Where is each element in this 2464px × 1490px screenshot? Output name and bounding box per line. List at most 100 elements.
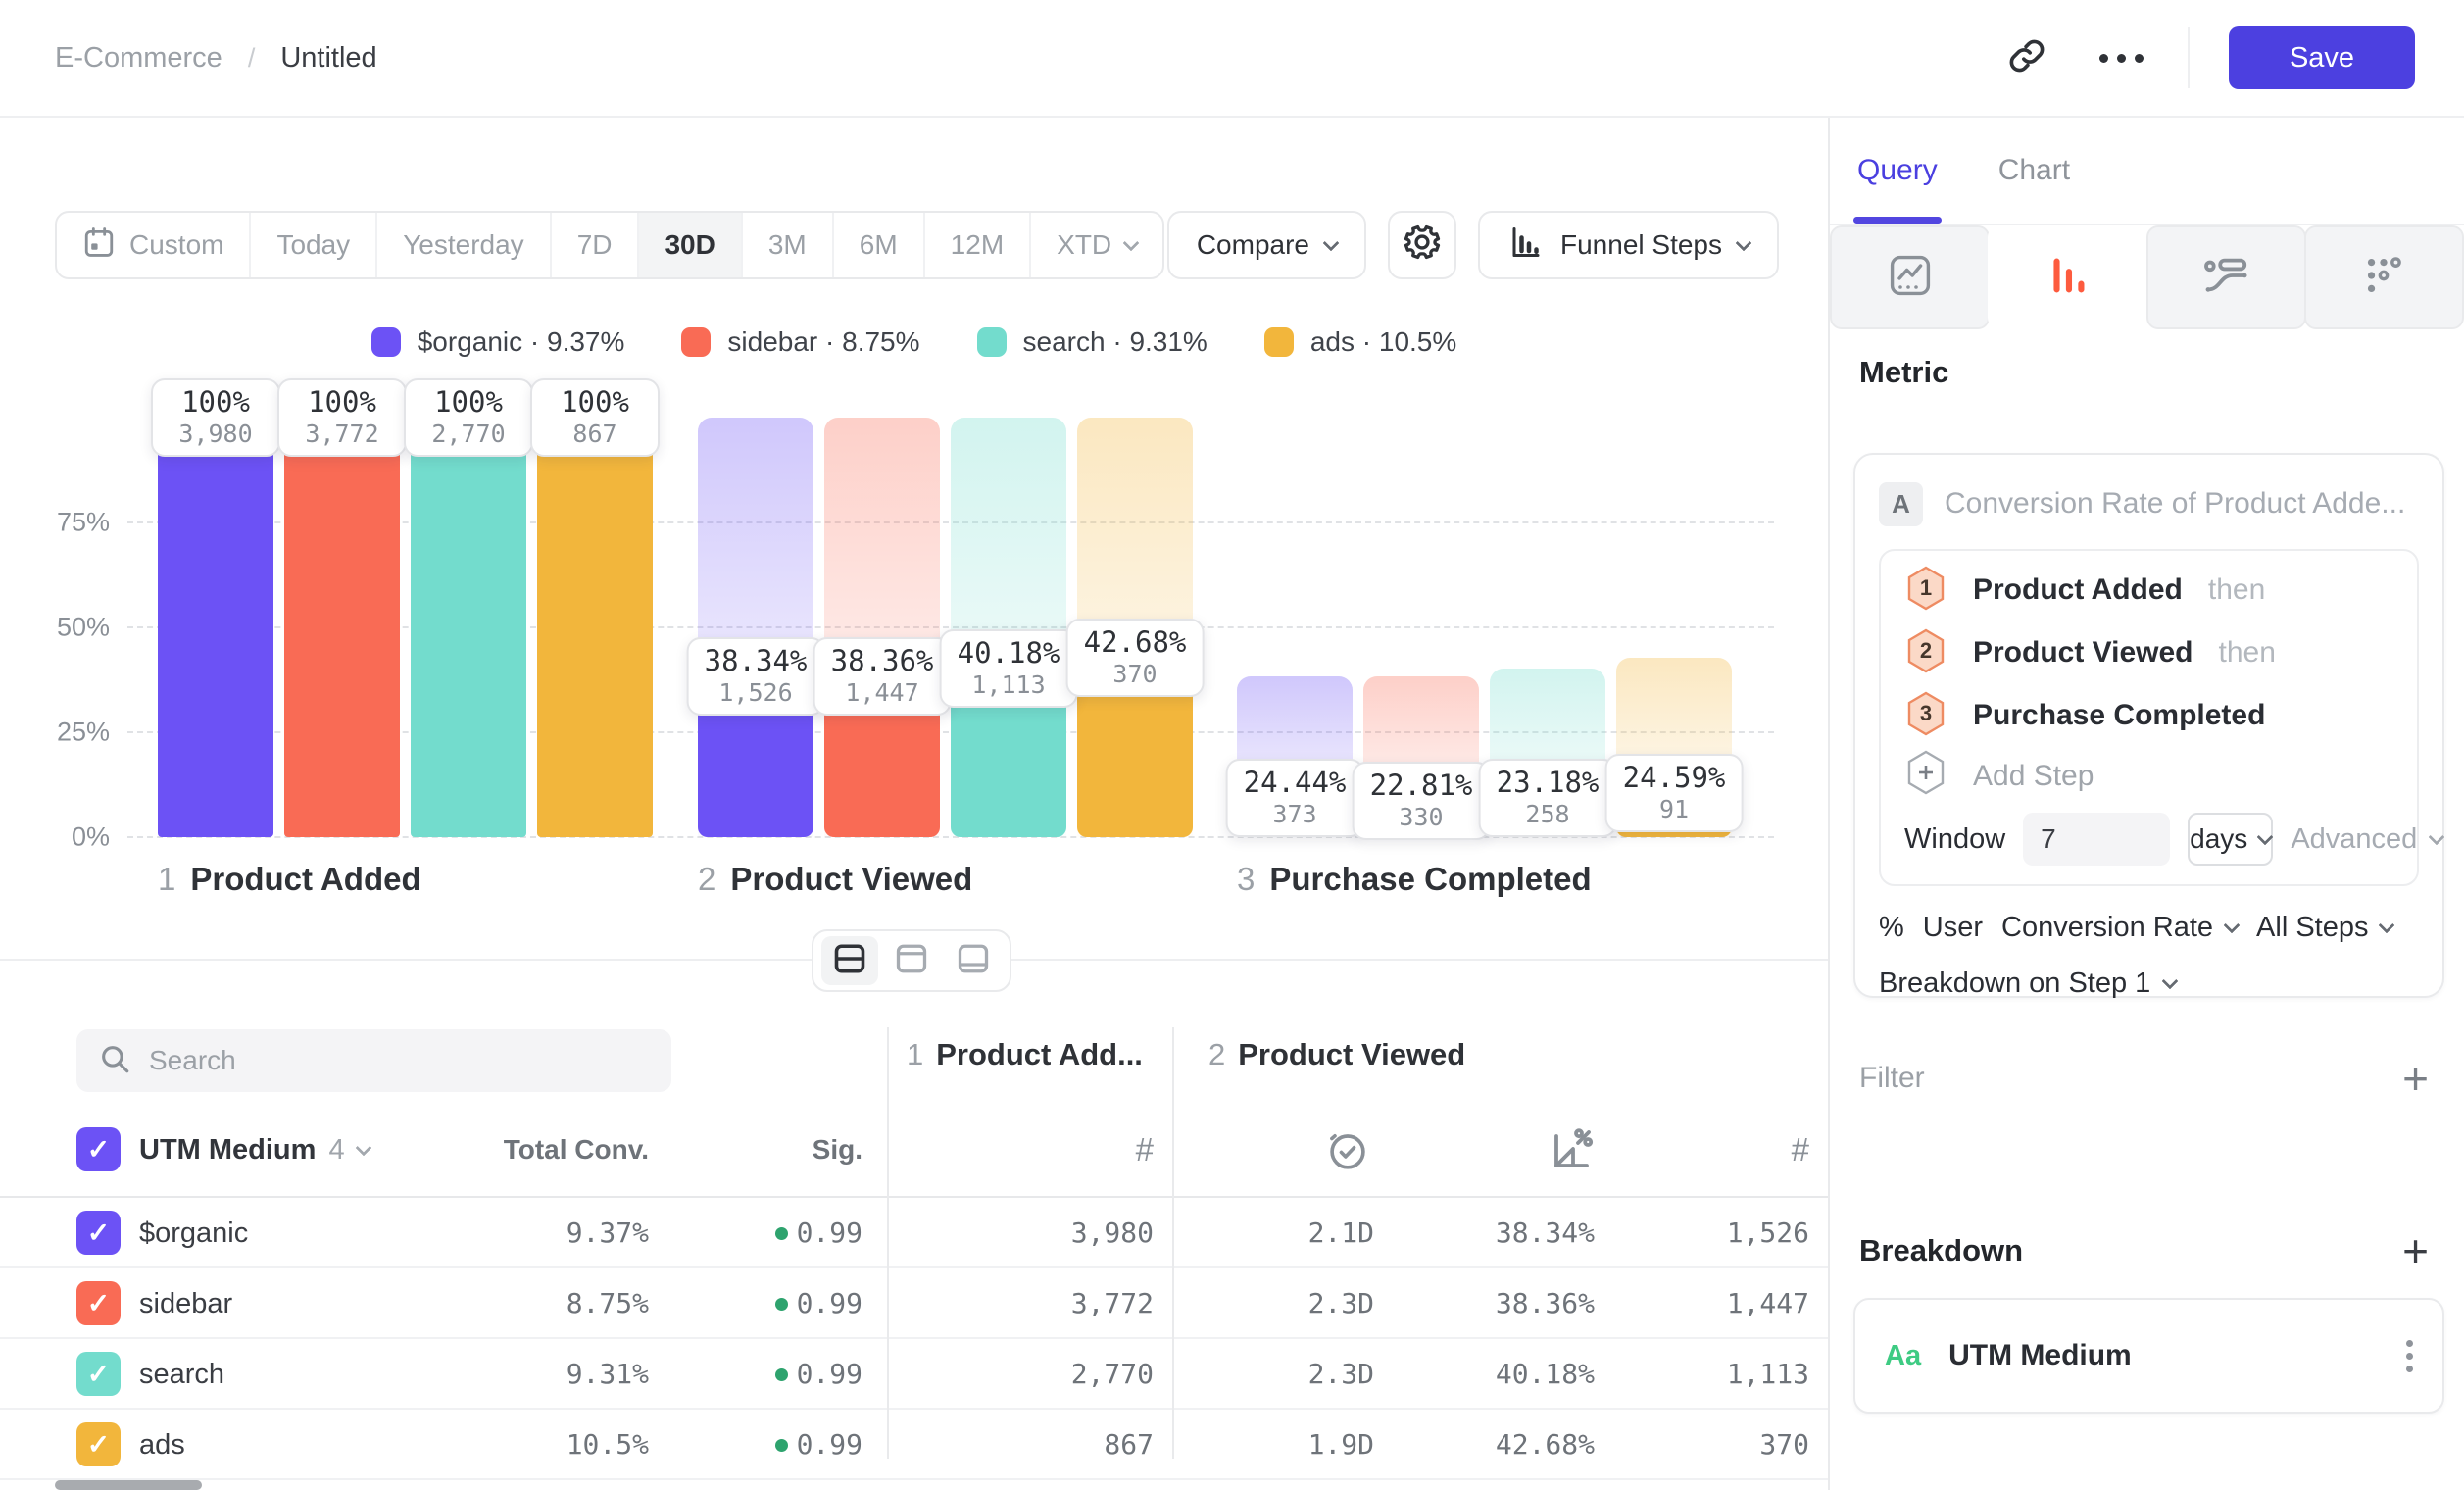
table-row-organic[interactable]: ✓ $organic 9.37% 0.99 3,980 2.1D 38.34% 1,526 xyxy=(0,1198,1828,1268)
measure-type-select[interactable]: Conversion Rate xyxy=(2001,912,2241,944)
bar-value-tooltip: 100% 3,980 xyxy=(151,378,280,457)
share-link-button[interactable] xyxy=(1999,30,2054,85)
y-tick-label: 75% xyxy=(56,507,110,537)
breadcrumb-title[interactable]: Untitled xyxy=(280,41,377,74)
conversion-rate-column-icon[interactable] xyxy=(1548,1125,1595,1174)
row-checkbox[interactable]: ✓ xyxy=(76,1281,121,1325)
window-label: Window xyxy=(1904,822,2006,855)
row-checkbox[interactable]: ✓ xyxy=(76,1352,121,1396)
range-label: Yesterday xyxy=(403,229,524,260)
advanced-toggle[interactable]: Advanced xyxy=(2291,822,2445,856)
table-row-ads[interactable]: ✓ ads 10.5% 0.99 867 1.9D 42.68% 370 xyxy=(0,1410,1828,1480)
table-body: ✓ $organic 9.37% 0.99 3,980 2.1D 38.34% 1,526 ✓ s… xyxy=(0,1196,1828,1480)
layout-top-button[interactable] xyxy=(883,936,940,985)
tab-flows[interactable] xyxy=(2145,225,2306,329)
add-step-label: Add Step xyxy=(1973,760,2094,792)
range-3m[interactable]: 3M xyxy=(740,213,832,277)
layout-bottom-button[interactable] xyxy=(945,936,1002,985)
add-breakdown-button[interactable]: + xyxy=(2402,1225,2429,1276)
advanced-label: Advanced xyxy=(2291,822,2418,855)
gridline-75 xyxy=(127,522,1774,523)
range-12m[interactable]: 12M xyxy=(922,213,1029,277)
table-row-sidebar[interactable]: ✓ sidebar 8.75% 0.99 3,772 2.3D 38.36% 1,447 xyxy=(0,1268,1828,1339)
gridline-0 xyxy=(127,836,1774,838)
row-checkbox[interactable]: ✓ xyxy=(76,1211,121,1255)
breadcrumb-project[interactable]: E-Commerce xyxy=(55,41,222,74)
range-7d[interactable]: 7D xyxy=(549,213,638,277)
tab-chart[interactable]: Chart xyxy=(1997,154,2071,186)
time-to-convert-icon[interactable] xyxy=(1325,1125,1370,1174)
total-conv-header[interactable]: Total Conv. xyxy=(503,1134,649,1165)
legend-item-ads[interactable]: ads · 10.5% xyxy=(1263,326,1456,358)
tab-query[interactable]: Query xyxy=(1853,118,1942,224)
total-conv-value: 9.37% xyxy=(566,1217,649,1249)
legend-item-search[interactable]: search · 9.31% xyxy=(976,326,1207,358)
range-today[interactable]: Today xyxy=(249,213,375,277)
compare-button[interactable]: Compare xyxy=(1166,211,1366,279)
count-column-icon[interactable]: # xyxy=(1135,1131,1154,1167)
horizontal-scrollbar[interactable] xyxy=(55,1480,202,1490)
add-step-button[interactable]: Add Step xyxy=(1904,747,2393,806)
tooltip-count: 1,113 xyxy=(971,670,1046,700)
kebab-menu-icon[interactable] xyxy=(2406,1339,2413,1372)
funnel-bar-step1-sidebar[interactable] xyxy=(284,418,400,837)
chart-type-button[interactable]: Funnel Steps xyxy=(1478,211,1779,279)
funnel-bar-step1-search[interactable] xyxy=(411,418,526,837)
tab-insights[interactable] xyxy=(1830,225,1991,329)
table-row-search[interactable]: ✓ search 9.31% 0.99 2,770 2.3D 40.18% 1,113 xyxy=(0,1339,1828,1410)
sig-header[interactable]: Sig. xyxy=(812,1134,862,1165)
range-label: 30D xyxy=(665,229,715,260)
bar-value-tooltip: 100% 2,770 xyxy=(404,378,533,457)
chart-settings-button[interactable] xyxy=(1388,211,1456,279)
funnel-steps-list: 1 Product Added then 2 Product Viewed then 3 Pu… xyxy=(1904,559,2393,747)
add-filter-button[interactable]: + xyxy=(2402,1053,2429,1104)
measure-scope-select[interactable]: All Steps xyxy=(2256,912,2395,944)
range-label: 6M xyxy=(859,229,898,260)
measure-row: % User Conversion Rate All Steps xyxy=(1879,912,2419,944)
legend-item-organic[interactable]: $organic · 9.37% xyxy=(370,326,624,358)
count-column-icon[interactable]: # xyxy=(1791,1131,1809,1167)
breadcrumb-separator: / xyxy=(247,42,256,73)
search-icon xyxy=(98,1042,131,1080)
breakdown-on-select[interactable]: Breakdown on Step 1 xyxy=(1879,968,2419,1000)
tab-funnels[interactable] xyxy=(1988,225,2148,329)
breakdown-item-card[interactable]: Aa UTM Medium xyxy=(1853,1298,2444,1414)
range-6m[interactable]: 6M xyxy=(831,213,923,277)
search-input[interactable] xyxy=(149,1045,619,1076)
window-unit-select[interactable]: days xyxy=(2188,813,2274,866)
range-30d[interactable]: 30D xyxy=(637,213,741,277)
legend-swatch xyxy=(681,327,712,357)
breakdown-column-header[interactable]: UTM Medium 4 xyxy=(139,1127,372,1172)
step2-count: 1,113 xyxy=(1726,1358,1809,1390)
funnel-step-label-2: 2 Product Viewed xyxy=(698,861,972,898)
bar-value-tooltip: 42.68% 370 xyxy=(1065,619,1205,698)
funnel-bar-step1-organic[interactable] xyxy=(158,418,273,837)
query-step-1[interactable]: 1 Product Added then xyxy=(1904,559,2393,621)
layout-split-button[interactable] xyxy=(821,936,878,985)
step-number: 1 xyxy=(907,1037,924,1071)
window-value-input[interactable] xyxy=(2023,813,2171,866)
metric-row[interactable]: A Conversion Rate of Product Adde... xyxy=(1879,478,2419,529)
range-custom[interactable]: Custom xyxy=(57,213,249,277)
range-xtd[interactable]: XTD xyxy=(1029,213,1162,277)
table-group-step2: 2 Product Viewed xyxy=(1208,1037,1465,1072)
tooltip-count: 867 xyxy=(572,420,617,448)
metric-letter-badge: A xyxy=(1879,481,1923,526)
select-all-checkbox[interactable]: ✓ xyxy=(76,1127,121,1171)
query-step-2[interactable]: 2 Product Viewed then xyxy=(1904,621,2393,684)
save-button[interactable]: Save xyxy=(2229,26,2415,89)
significance-dot xyxy=(775,1298,788,1311)
tab-retention[interactable] xyxy=(2303,225,2464,329)
breadcrumb: E-Commerce / Untitled xyxy=(55,42,377,74)
tooltip-count: 330 xyxy=(1399,802,1444,831)
funnel-bar-step1-ads[interactable] xyxy=(537,418,653,837)
significance-dot xyxy=(775,1439,788,1452)
range-yesterday[interactable]: Yesterday xyxy=(375,213,550,277)
measure-user[interactable]: User xyxy=(1922,912,1984,943)
row-checkbox[interactable]: ✓ xyxy=(76,1422,121,1466)
legend-item-sidebar[interactable]: sidebar · 8.75% xyxy=(681,326,920,358)
query-step-3[interactable]: 3 Purchase Completed xyxy=(1904,684,2393,747)
more-menu-button[interactable] xyxy=(2094,30,2148,85)
step2-conversion: 38.36% xyxy=(1495,1287,1595,1319)
main-area: Custom Today Yesterday 7D 30D 3M 6M 12M XTD Comp… xyxy=(0,118,1828,1490)
